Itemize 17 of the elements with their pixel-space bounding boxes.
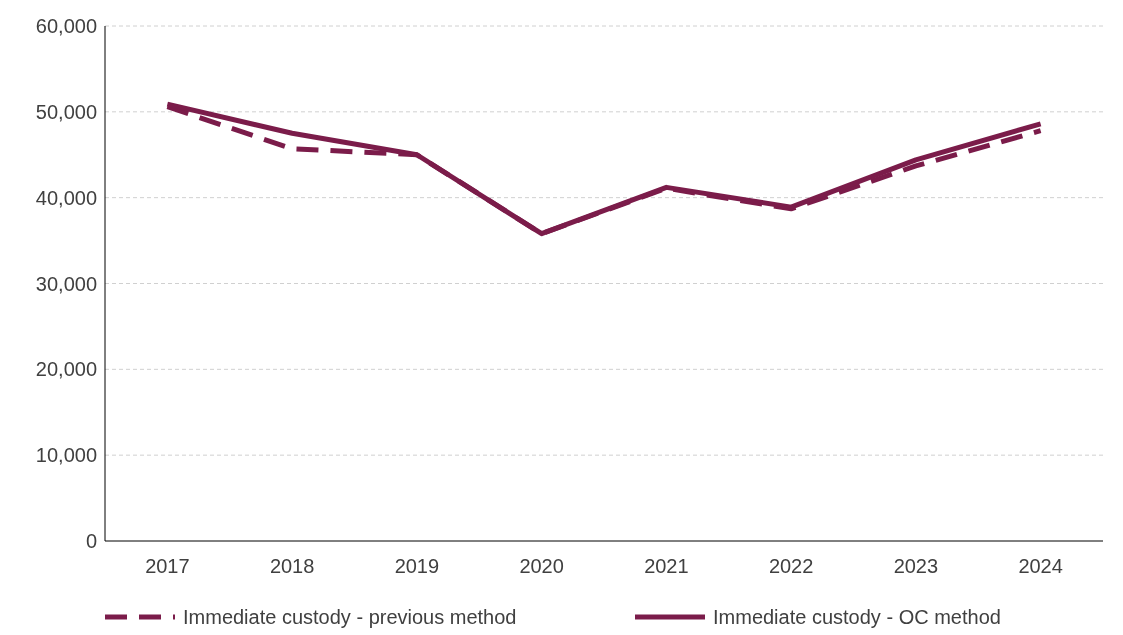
legend-label: Immediate custody - previous method [183, 606, 517, 628]
y-tick-label: 20,000 [35, 358, 97, 381]
y-tick-label: 50,000 [35, 100, 97, 123]
x-tick-label: 2024 [1018, 555, 1063, 577]
y-tick-label: 60,000 [35, 15, 97, 37]
y-tick-label: 30,000 [35, 272, 97, 295]
x-tick-label: 2022 [768, 555, 814, 577]
x-tick-label: 2017 [145, 555, 190, 577]
legend-label: Immediate custody - OC method [713, 606, 1001, 628]
x-tick-label: 2019 [394, 555, 440, 577]
x-tick-label: 2018 [269, 555, 315, 577]
x-tick-label: 2023 [893, 555, 939, 577]
x-tick-label: 2020 [519, 555, 564, 577]
y-tick-label: 10,000 [35, 444, 97, 467]
x-tick-label: 2021 [644, 555, 689, 577]
y-tick-label: 40,000 [35, 186, 97, 209]
y-tick-label: 0 [85, 530, 97, 552]
